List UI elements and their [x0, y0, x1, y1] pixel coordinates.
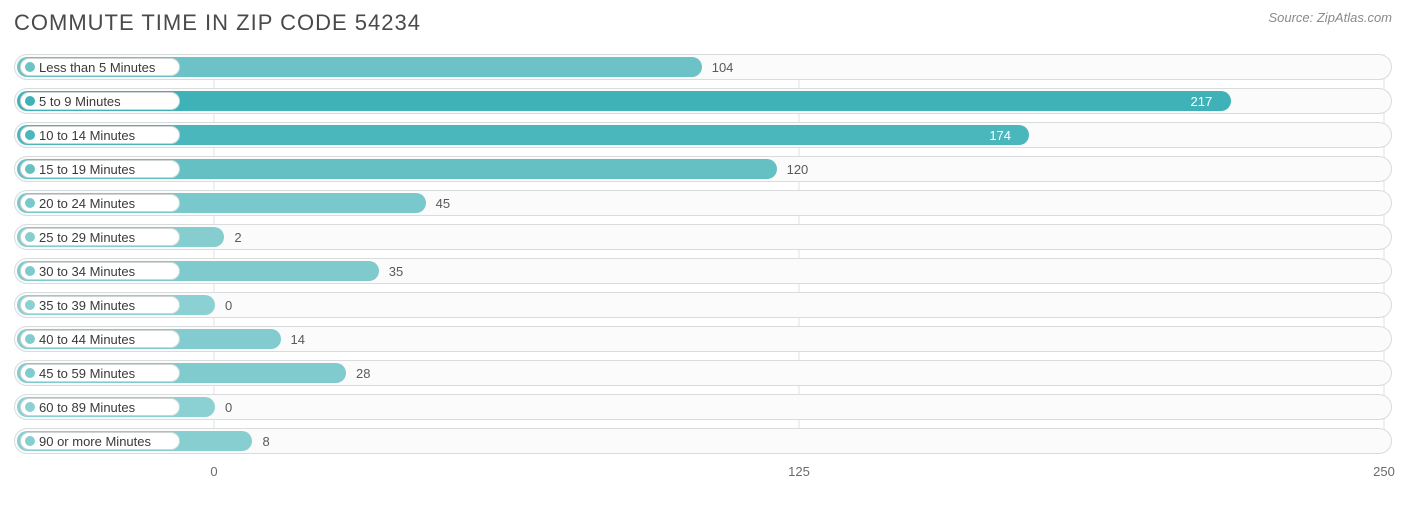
category-label: 10 to 14 Minutes: [39, 128, 135, 143]
category-label: 30 to 34 Minutes: [39, 264, 135, 279]
x-axis: 0 125 250: [14, 462, 1392, 486]
category-pill: 60 to 89 Minutes: [20, 398, 180, 416]
bar-value: 45: [436, 191, 450, 215]
legend-dot-icon: [25, 300, 35, 310]
chart-area: Less than 5 Minutes 104 5 to 9 Minutes217 1…: [14, 54, 1392, 486]
category-pill: 5 to 9 Minutes: [20, 92, 180, 110]
category-pill: 45 to 59 Minutes: [20, 364, 180, 382]
bar-row: 15 to 19 Minutes 120: [14, 156, 1392, 182]
category-label: 15 to 19 Minutes: [39, 162, 135, 177]
legend-dot-icon: [25, 198, 35, 208]
bar-row: 45 to 59 Minutes 28: [14, 360, 1392, 386]
bar-value: 0: [225, 395, 232, 419]
legend-dot-icon: [25, 164, 35, 174]
bar-value: 2: [234, 225, 241, 249]
legend-dot-icon: [25, 368, 35, 378]
bar-value: 104: [712, 55, 734, 79]
legend-dot-icon: [25, 436, 35, 446]
legend-dot-icon: [25, 402, 35, 412]
chart-rows: Less than 5 Minutes 104 5 to 9 Minutes217 1…: [14, 54, 1392, 454]
chart-source: Source: ZipAtlas.com: [1268, 10, 1392, 25]
legend-dot-icon: [25, 334, 35, 344]
category-label: 25 to 29 Minutes: [39, 230, 135, 245]
legend-dot-icon: [25, 130, 35, 140]
x-axis-tick: 250: [1373, 464, 1395, 479]
bar-value: 0: [225, 293, 232, 317]
category-label: 35 to 39 Minutes: [39, 298, 135, 313]
legend-dot-icon: [25, 62, 35, 72]
category-label: 40 to 44 Minutes: [39, 332, 135, 347]
category-pill: 10 to 14 Minutes: [20, 126, 180, 144]
bar-value: 120: [787, 157, 809, 181]
x-axis-tick: 0: [210, 464, 217, 479]
bar: [17, 91, 1231, 111]
category-pill: 30 to 34 Minutes: [20, 262, 180, 280]
bar-value: 28: [356, 361, 370, 385]
category-pill: 40 to 44 Minutes: [20, 330, 180, 348]
category-pill: 90 or more Minutes: [20, 432, 180, 450]
legend-dot-icon: [25, 232, 35, 242]
chart-header: COMMUTE TIME IN ZIP CODE 54234 Source: Z…: [14, 10, 1392, 36]
bar-row: 10 to 14 Minutes174: [14, 122, 1392, 148]
bar-row: 60 to 89 Minutes 0: [14, 394, 1392, 420]
category-label: 45 to 59 Minutes: [39, 366, 135, 381]
bar-value: 14: [291, 327, 305, 351]
bar-row: 25 to 29 Minutes 2: [14, 224, 1392, 250]
bar-row: 40 to 44 Minutes 14: [14, 326, 1392, 352]
category-pill: 20 to 24 Minutes: [20, 194, 180, 212]
bar-row: 5 to 9 Minutes217: [14, 88, 1392, 114]
category-label: 60 to 89 Minutes: [39, 400, 135, 415]
category-label: 20 to 24 Minutes: [39, 196, 135, 211]
bar-row: 20 to 24 Minutes 45: [14, 190, 1392, 216]
legend-dot-icon: [25, 266, 35, 276]
category-label: 90 or more Minutes: [39, 434, 151, 449]
category-label: Less than 5 Minutes: [39, 60, 155, 75]
legend-dot-icon: [25, 96, 35, 106]
bar-row: 35 to 39 Minutes 0: [14, 292, 1392, 318]
category-pill: Less than 5 Minutes: [20, 58, 180, 76]
category-label: 5 to 9 Minutes: [39, 94, 121, 109]
bar-value: 8: [262, 429, 269, 453]
category-pill: 15 to 19 Minutes: [20, 160, 180, 178]
x-axis-tick: 125: [788, 464, 810, 479]
category-pill: 25 to 29 Minutes: [20, 228, 180, 246]
category-pill: 35 to 39 Minutes: [20, 296, 180, 314]
bar-row: Less than 5 Minutes 104: [14, 54, 1392, 80]
bar-row: 90 or more Minutes 8: [14, 428, 1392, 454]
bar-value: 35: [389, 259, 403, 283]
bar-row: 30 to 34 Minutes 35: [14, 258, 1392, 284]
chart-title: COMMUTE TIME IN ZIP CODE 54234: [14, 10, 421, 36]
